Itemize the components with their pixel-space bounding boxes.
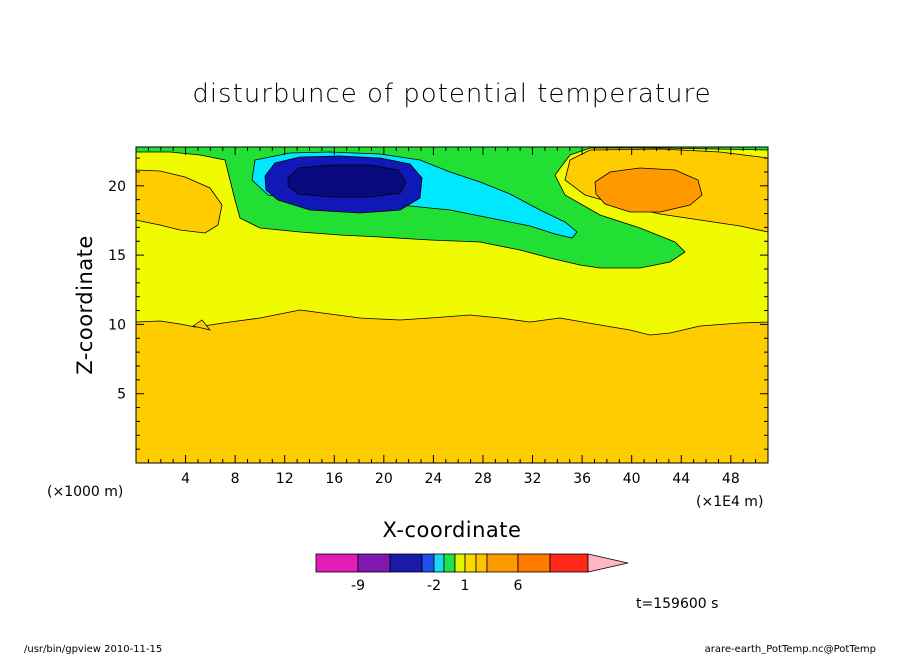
orange-right-core bbox=[594, 167, 703, 213]
y-axis-label: Z-coordinate bbox=[73, 235, 97, 375]
x-axis-label: X-coordinate bbox=[383, 518, 522, 542]
x-tick-label: 16 bbox=[325, 471, 343, 487]
colorbar bbox=[315, 553, 629, 573]
colorbar-segment bbox=[389, 553, 423, 573]
colorbar-segment bbox=[464, 553, 477, 573]
y-tick-label: 5 bbox=[117, 387, 126, 403]
colorbar-segment bbox=[357, 553, 391, 573]
x-tick-label: 24 bbox=[424, 471, 442, 487]
small-contour-notch bbox=[192, 319, 211, 331]
x-tick-label: 32 bbox=[524, 471, 542, 487]
colorbar-segment bbox=[315, 553, 359, 573]
colorbar-segment bbox=[443, 553, 456, 573]
footer-left: /usr/bin/gpview 2010-11-15 bbox=[24, 644, 162, 654]
x-tick-label: 40 bbox=[623, 471, 641, 487]
plot-area bbox=[135, 146, 769, 464]
footer-right: arare-earth_PotTemp.nc@PotTemp bbox=[705, 644, 876, 654]
colorbar-segment bbox=[475, 553, 488, 573]
x-tick-label: 8 bbox=[231, 471, 240, 487]
colorbar-tick-label: -2 bbox=[427, 578, 441, 594]
x-tick-label: 48 bbox=[722, 471, 740, 487]
colorbar-tick-label: -9 bbox=[351, 578, 365, 594]
y-tick-label: 15 bbox=[108, 248, 126, 264]
y-axis: 5 10 15 20 bbox=[108, 157, 768, 450]
x-tick-label: 28 bbox=[474, 471, 492, 487]
y-tick-label: 10 bbox=[108, 317, 126, 333]
colorbar-tick-label: 6 bbox=[514, 578, 523, 594]
x-tick-label: 44 bbox=[672, 471, 690, 487]
x-tick-label: 20 bbox=[375, 471, 393, 487]
orange-left-blob bbox=[136, 169, 223, 234]
colorbar-segment bbox=[517, 553, 551, 573]
x-tick-label: 36 bbox=[573, 471, 591, 487]
colorbar-segment bbox=[486, 553, 519, 573]
navy-core bbox=[287, 164, 407, 198]
colorbar-segment bbox=[421, 553, 435, 573]
x-tick-label: 4 bbox=[181, 471, 190, 487]
colorbar-tick-labels: -9 -2 1 6 bbox=[351, 578, 523, 594]
time-label: t=159600 s bbox=[636, 596, 718, 612]
colorbar-tick-label: 1 bbox=[461, 578, 470, 594]
chart-title: disturbunce of potential temperature bbox=[192, 79, 711, 109]
colorbar-segment bbox=[454, 553, 466, 573]
colorbar-segment bbox=[433, 553, 445, 573]
x-axis: 4 8 12 16 20 24 28 32 36 40 44 48 bbox=[147, 147, 757, 487]
x-tick-label: 12 bbox=[276, 471, 294, 487]
colorbar-segment bbox=[549, 553, 589, 573]
x-units-right: (×1E4 m) bbox=[696, 494, 763, 510]
plot-frame bbox=[135, 146, 769, 464]
colorbar-arrow bbox=[587, 553, 629, 573]
y-tick-label: 20 bbox=[108, 179, 126, 195]
x-units-left: (×1000 m) bbox=[47, 484, 123, 500]
